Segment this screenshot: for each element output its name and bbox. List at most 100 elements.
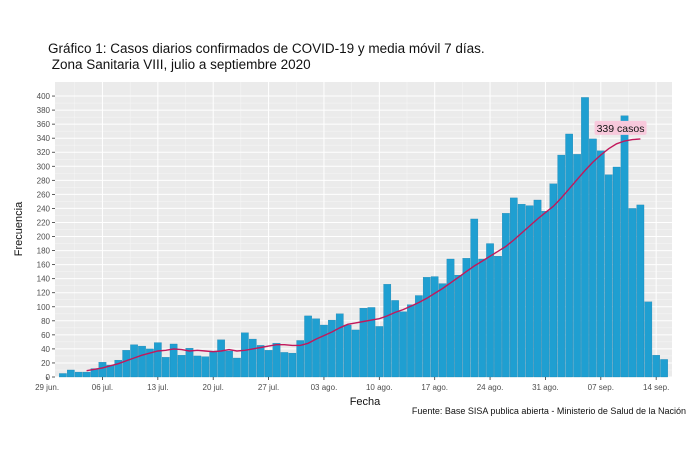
bar <box>264 350 273 378</box>
y-tick-label: 180 <box>37 247 51 256</box>
bar <box>367 307 376 378</box>
bar <box>597 150 605 378</box>
bar <box>90 368 99 378</box>
y-tick-label: 300 <box>37 162 51 171</box>
bar <box>248 338 257 378</box>
y-tick-label: 80 <box>41 317 50 326</box>
bar <box>589 138 597 378</box>
y-tick-label: 280 <box>37 176 51 185</box>
bar <box>573 154 581 378</box>
annotation-label: 339 casos <box>597 123 645 135</box>
bar <box>82 371 91 378</box>
x-axis-title: Fecha <box>350 396 381 408</box>
bar <box>604 174 613 378</box>
bar <box>146 348 154 378</box>
bar <box>565 133 573 378</box>
bar <box>533 199 542 378</box>
bar <box>241 332 249 378</box>
bar <box>636 204 645 378</box>
x-axis: 29 jun. 06 jul. 13 jul. 20 jul. 27 jul. 03 ag… <box>35 377 669 392</box>
y-tick-label: 100 <box>37 303 51 312</box>
y-tick-label: 220 <box>37 218 51 227</box>
bar <box>446 258 455 378</box>
bar <box>67 369 75 378</box>
bar <box>517 204 526 378</box>
bar <box>154 342 162 378</box>
bar <box>122 350 130 378</box>
x-tick-label: 14 sep. <box>643 383 669 392</box>
x-tick-label: 17 ago. <box>421 383 448 392</box>
bar <box>422 277 431 378</box>
bar <box>462 258 471 378</box>
moving-average-line <box>86 138 641 372</box>
y-tick-label: 360 <box>37 120 51 129</box>
bar <box>201 356 210 378</box>
bar <box>114 359 123 378</box>
bar <box>233 357 241 378</box>
x-tick-label: 20 jul. <box>203 383 224 392</box>
y-tick-label: 60 <box>41 331 50 340</box>
x-tick-label: 31 ago. <box>532 383 559 392</box>
bar <box>581 97 589 378</box>
bar <box>375 326 384 378</box>
bar <box>620 115 629 378</box>
bar <box>612 166 621 378</box>
bar <box>217 339 225 378</box>
bar <box>525 205 534 378</box>
x-tick-label: 10 ago. <box>366 383 393 392</box>
bar <box>652 355 660 378</box>
x-tick-label: 13 jul. <box>147 383 168 392</box>
x-tick-label: 24 ago. <box>477 383 504 392</box>
bar <box>351 329 360 378</box>
annotation-layer: 339 casos <box>594 120 647 135</box>
moving-average-layer <box>86 138 641 372</box>
bar <box>59 373 67 378</box>
y-tick-label: 40 <box>41 345 50 354</box>
bar <box>130 344 138 378</box>
bar <box>312 318 320 378</box>
bar <box>415 295 423 378</box>
x-tick-label: 06 jul. <box>92 383 113 392</box>
bar <box>106 364 115 378</box>
bar <box>407 304 415 378</box>
y-tick-label: 260 <box>37 190 51 199</box>
y-axis: 0 20 40 60 80 100 120 140 160 180 200 220 240 260 280 3… <box>37 92 55 382</box>
bar <box>383 284 392 378</box>
bar <box>359 308 368 378</box>
bar <box>502 213 510 378</box>
y-tick-label: 400 <box>37 92 51 101</box>
bar <box>335 313 344 378</box>
y-axis-title: Frecuencia <box>13 201 25 256</box>
y-tick-label: 0 <box>46 373 51 382</box>
bar <box>256 345 265 378</box>
bar <box>193 355 202 378</box>
y-tick-label: 120 <box>37 289 51 298</box>
bar <box>138 345 146 378</box>
y-tick-label: 240 <box>37 204 51 213</box>
bar <box>296 340 305 378</box>
y-tick-label: 380 <box>37 106 51 115</box>
y-tick-label: 160 <box>37 261 51 270</box>
x-tick-label: 27 jul. <box>258 383 279 392</box>
bar <box>391 300 399 378</box>
y-tick-label: 200 <box>37 233 51 242</box>
bar <box>509 197 518 378</box>
bar <box>169 343 178 378</box>
bar <box>304 315 312 378</box>
y-tick-label: 140 <box>37 275 51 284</box>
bar <box>161 357 170 378</box>
bar <box>541 211 550 378</box>
bar <box>185 348 194 378</box>
bar <box>280 352 289 378</box>
bar <box>549 183 558 378</box>
bar <box>177 355 186 378</box>
y-tick-label: 20 <box>41 359 50 368</box>
bar <box>98 362 107 378</box>
bar <box>557 154 566 378</box>
bar <box>438 283 447 378</box>
x-tick-label: 29 jun. <box>35 383 59 392</box>
bar <box>74 371 83 378</box>
y-tick-label: 340 <box>37 134 51 143</box>
chart-subtitle: Zona Sanitaria VIII, julio a septiembre … <box>48 57 311 72</box>
